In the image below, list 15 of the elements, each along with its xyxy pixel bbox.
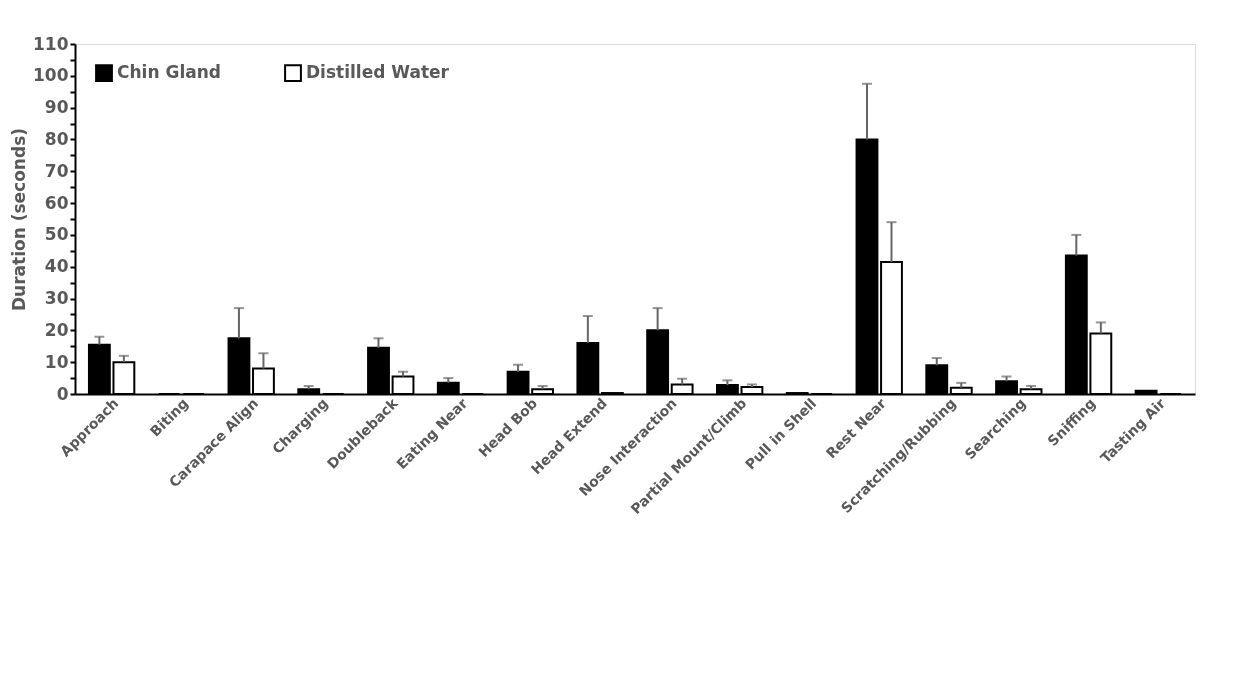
y-tick-label: 90 (44, 97, 69, 118)
y-tick-label: 30 (44, 288, 69, 309)
y-tick-label: 10 (44, 351, 69, 372)
y-tick-label: 70 (44, 160, 69, 181)
y-tick-label: 40 (44, 256, 69, 277)
legend-label: Distilled Water (306, 62, 450, 83)
y-tick-label: 80 (44, 128, 69, 149)
y-tick-label: 50 (44, 224, 69, 245)
y-tick-label: 20 (44, 319, 69, 340)
y-tick-label: 100 (33, 65, 69, 86)
legend-label: Chin Gland (117, 62, 221, 83)
y-tick-label: 60 (44, 192, 69, 213)
y-tick-label: 110 (33, 33, 69, 54)
y-tick-label: 0 (56, 383, 69, 404)
y-axis-title: Duration (seconds) (9, 127, 30, 312)
